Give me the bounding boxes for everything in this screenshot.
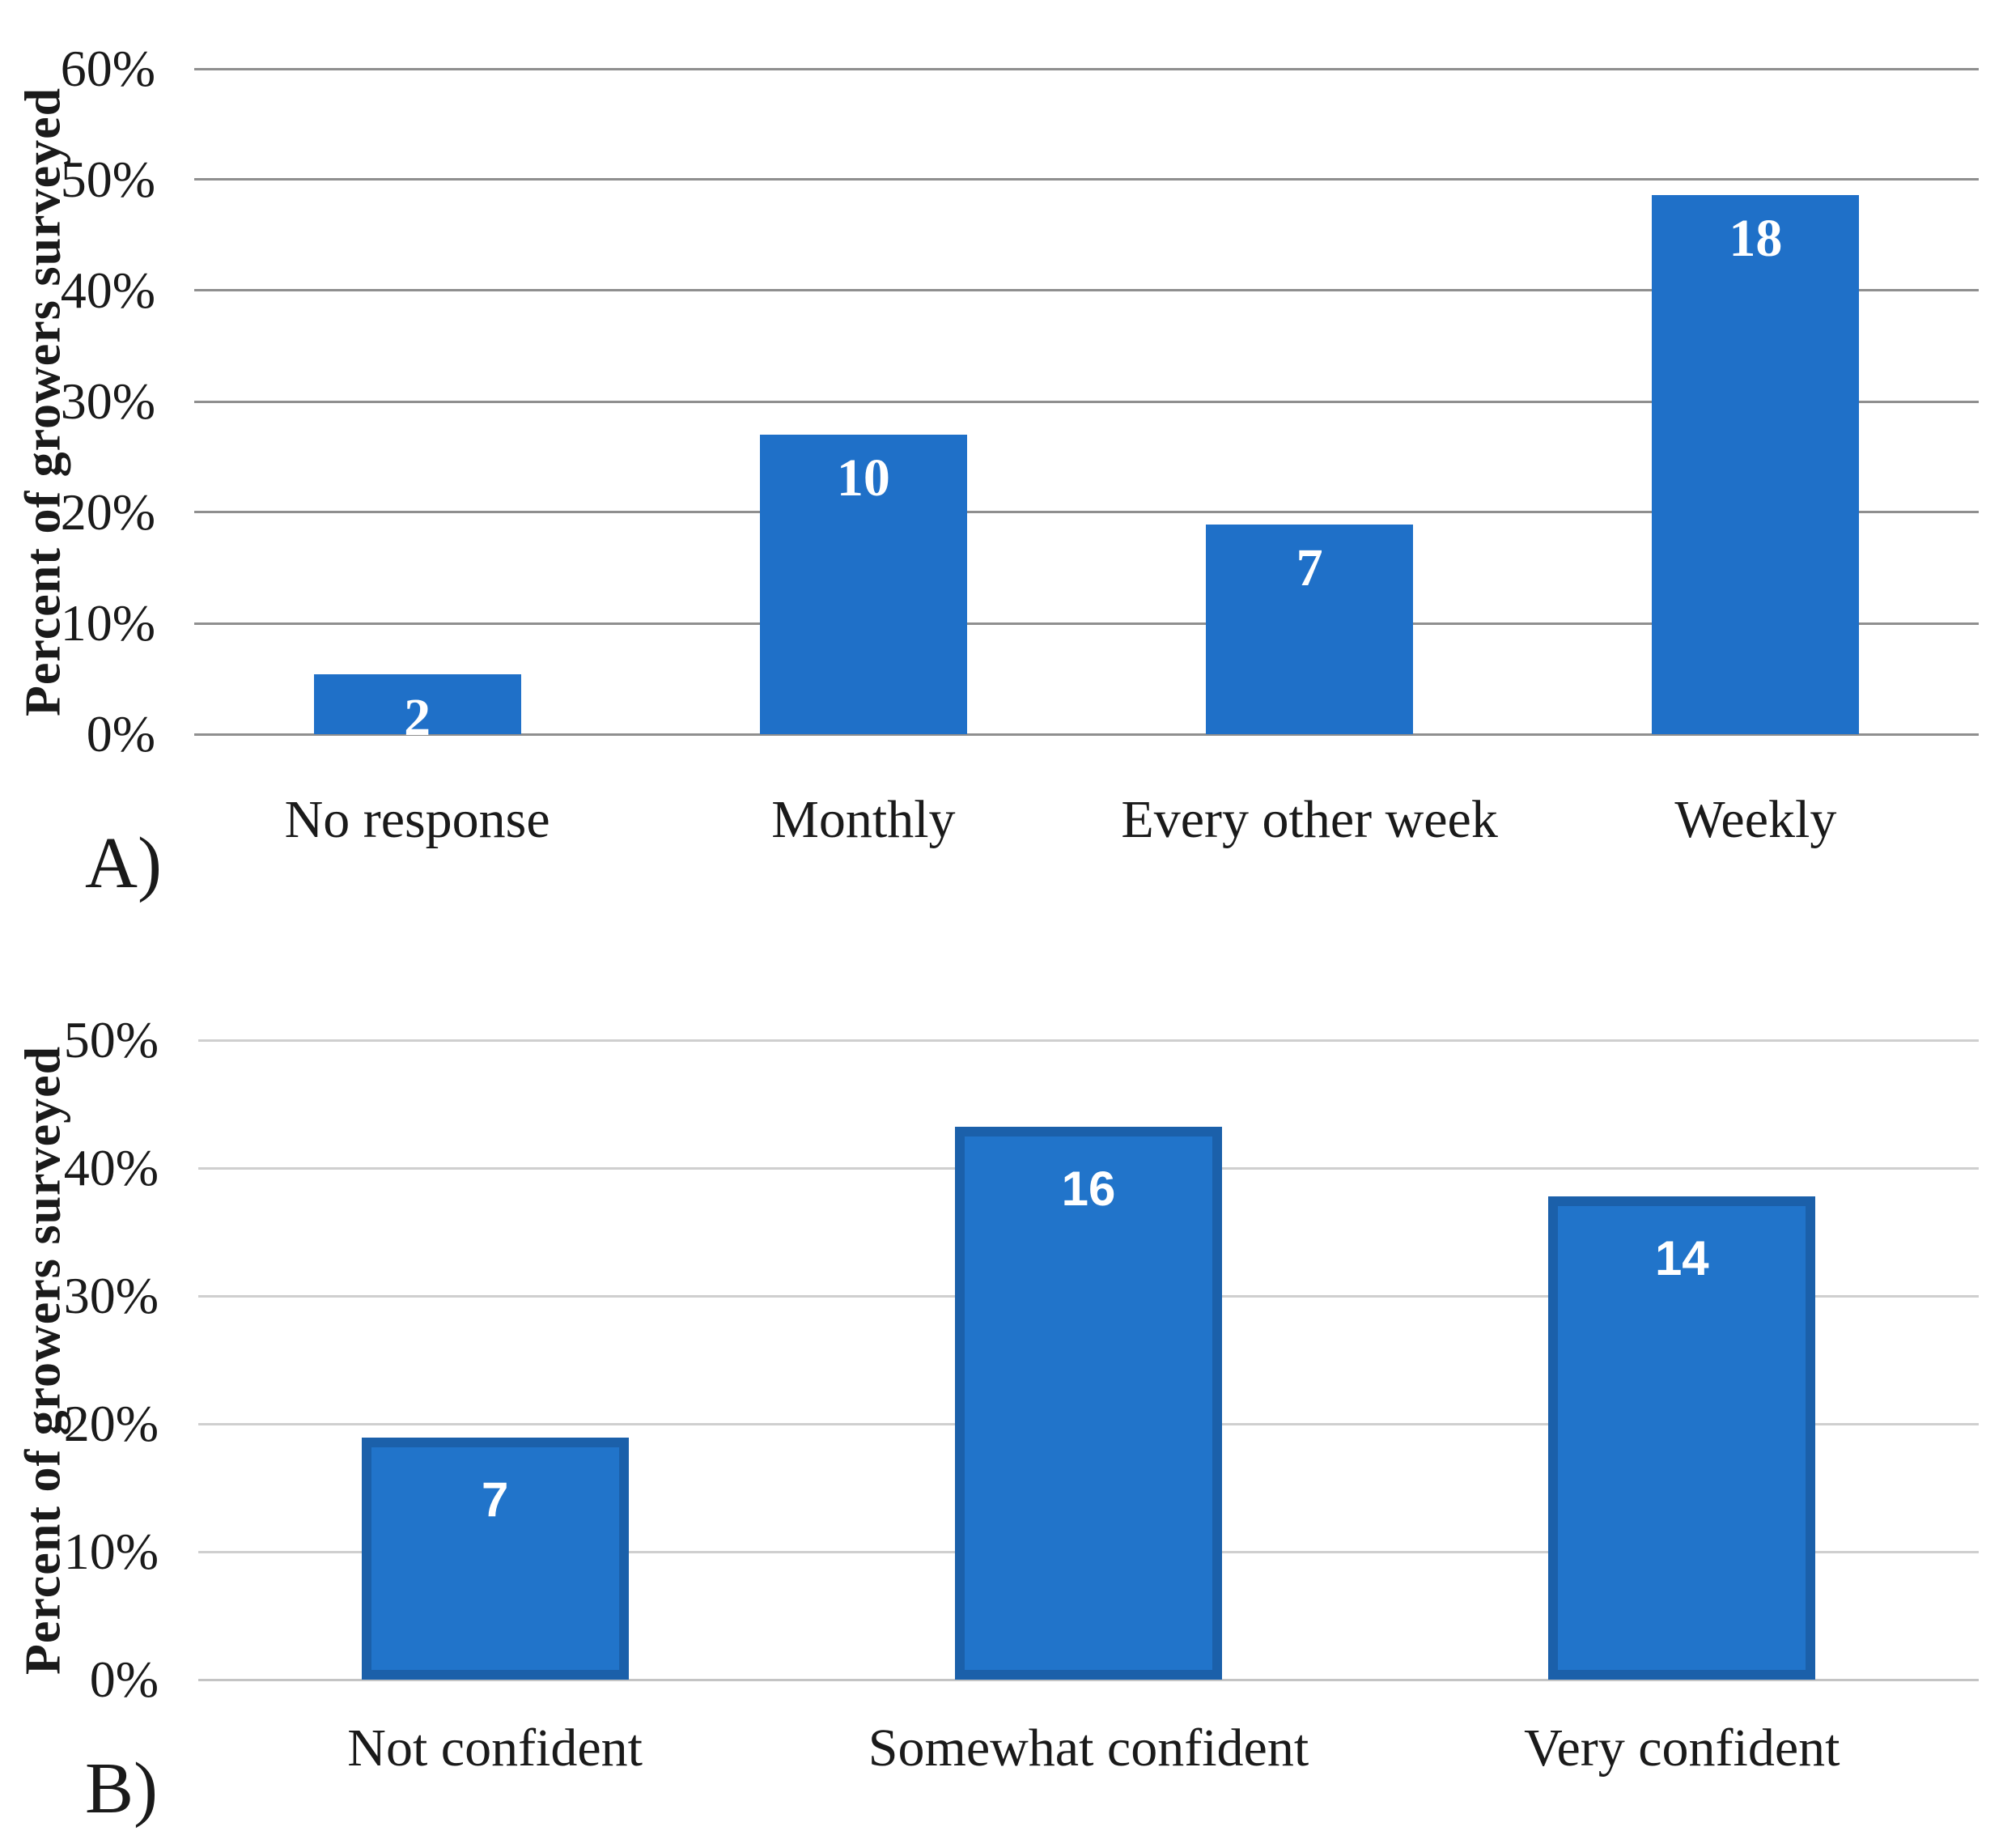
gridline xyxy=(198,1039,1979,1042)
y-axis-tick-label: 50% xyxy=(60,150,155,208)
bar-data-label: 2 xyxy=(404,688,431,748)
x-axis-category-label: Weekly xyxy=(1674,790,1837,849)
bar-very-confident: 14 xyxy=(1548,1196,1816,1680)
gridline xyxy=(194,178,1979,181)
bar-monthly: 10 xyxy=(759,435,967,734)
x-axis-category-label: Very confident xyxy=(1524,1718,1840,1778)
x-axis-baseline xyxy=(198,1678,1979,1681)
category-slot: 16 xyxy=(791,1040,1385,1680)
y-axis-tick-label: 40% xyxy=(63,1139,159,1196)
panel-label-a: A) xyxy=(85,823,162,903)
bar-data-label: 7 xyxy=(481,1472,509,1527)
gridline xyxy=(194,511,1979,514)
y-axis-tick-label: 0% xyxy=(89,1650,159,1708)
category-slot: 14 xyxy=(1386,1040,1979,1680)
y-axis-tick-label: 50% xyxy=(63,1011,159,1068)
y-axis-tick-label: 0% xyxy=(86,705,155,763)
y-axis-ticks: 50% 40% 30% 20% 10% 0% xyxy=(0,1011,180,1708)
bars-row: 7 16 14 xyxy=(198,1040,1979,1680)
bar-every-other-week: 7 xyxy=(1206,525,1414,734)
gridline xyxy=(194,400,1979,403)
plot-area: 2 10 7 18 xyxy=(194,67,1979,747)
x-axis-labels: Not confident Somewhat confident Very conf… xyxy=(198,1718,1979,1779)
y-axis-tick-label: 10% xyxy=(60,594,155,652)
bar-data-label: 7 xyxy=(1296,538,1323,598)
category-slot: 10 xyxy=(640,69,1086,734)
y-axis-tick-label: 20% xyxy=(63,1395,159,1452)
gridline xyxy=(194,289,1979,292)
y-axis-tick-label: 10% xyxy=(63,1523,159,1580)
y-axis-tick-label: 40% xyxy=(60,261,155,319)
x-axis-category-label: No response xyxy=(284,790,550,849)
x-axis-category-label: Monthly xyxy=(771,790,956,849)
x-axis-labels: No response Monthly Every other week Weekly xyxy=(194,789,1979,851)
x-axis-category-label: Every other week xyxy=(1121,790,1498,849)
bar-not-confident: 7 xyxy=(361,1438,629,1680)
bar-weekly: 18 xyxy=(1652,195,1860,734)
y-axis-ticks: 60% 50% 40% 30% 20% 10% 0% xyxy=(0,40,176,763)
x-axis-baseline xyxy=(194,733,1979,736)
y-axis-tick-label: 20% xyxy=(60,482,155,541)
x-axis-category-label: Somewhat confident xyxy=(868,1718,1309,1778)
category-slot: 18 xyxy=(1533,69,1979,734)
panel-label-b: B) xyxy=(85,1748,158,1829)
y-axis-tick-label: 30% xyxy=(60,372,155,430)
gridline xyxy=(194,622,1979,625)
bar-data-label: 16 xyxy=(1061,1162,1116,1217)
bar-data-label: 10 xyxy=(836,448,890,508)
y-axis-tick-label: 60% xyxy=(60,40,155,97)
category-slot: 7 xyxy=(198,1040,791,1680)
y-axis-tick-label: 30% xyxy=(63,1267,159,1324)
x-axis-category-label: Not confident xyxy=(347,1718,643,1778)
plot-area: 7 16 14 xyxy=(198,1039,1979,1681)
category-slot: 2 xyxy=(194,69,640,747)
bars-row: 2 10 7 18 xyxy=(194,69,1979,747)
gridline xyxy=(194,67,1979,70)
bar-no-response: 2 xyxy=(313,674,521,747)
category-slot: 7 xyxy=(1087,69,1533,734)
bar-data-label: 18 xyxy=(1729,209,1783,269)
bar-somewhat-confident: 16 xyxy=(954,1127,1222,1680)
bar-data-label: 14 xyxy=(1654,1230,1709,1285)
